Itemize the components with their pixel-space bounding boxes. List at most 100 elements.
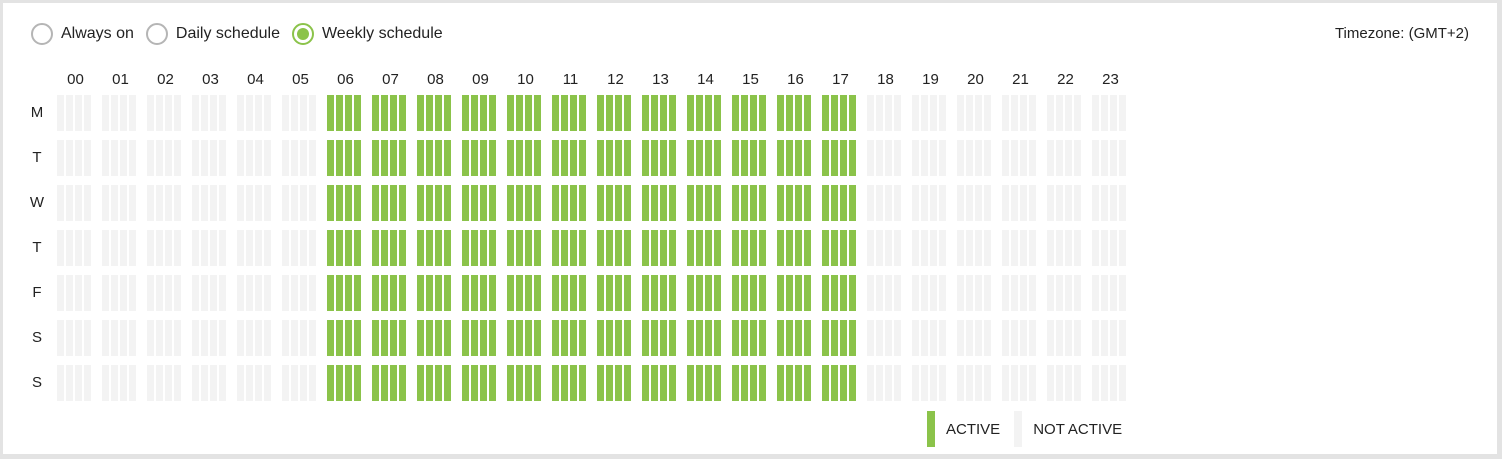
time-slot-inactive[interactable] xyxy=(966,185,973,221)
time-slot-inactive[interactable] xyxy=(1119,365,1126,401)
time-slot-inactive[interactable] xyxy=(894,140,901,176)
time-slot-inactive[interactable] xyxy=(174,140,181,176)
time-slot-active[interactable] xyxy=(354,95,361,131)
time-slot-active[interactable] xyxy=(462,230,469,266)
time-slot-inactive[interactable] xyxy=(291,320,298,356)
time-slot-active[interactable] xyxy=(642,230,649,266)
time-slot-inactive[interactable] xyxy=(1101,230,1108,266)
time-slot-active[interactable] xyxy=(444,275,451,311)
time-slot-active[interactable] xyxy=(651,185,658,221)
time-slot-active[interactable] xyxy=(435,275,442,311)
time-slot-inactive[interactable] xyxy=(1101,365,1108,401)
time-slot-active[interactable] xyxy=(372,185,379,221)
time-slot-active[interactable] xyxy=(354,365,361,401)
time-slot-active[interactable] xyxy=(660,230,667,266)
time-slot-active[interactable] xyxy=(786,95,793,131)
time-slot-active[interactable] xyxy=(660,185,667,221)
time-slot-inactive[interactable] xyxy=(255,275,262,311)
time-slot-active[interactable] xyxy=(804,320,811,356)
time-slot-inactive[interactable] xyxy=(930,140,937,176)
time-slot-inactive[interactable] xyxy=(1110,320,1117,356)
time-slot-active[interactable] xyxy=(327,185,334,221)
time-slot-inactive[interactable] xyxy=(930,320,937,356)
time-slot-inactive[interactable] xyxy=(192,275,199,311)
time-slot-active[interactable] xyxy=(804,185,811,221)
time-slot-active[interactable] xyxy=(795,230,802,266)
time-slot-active[interactable] xyxy=(327,230,334,266)
time-slot-inactive[interactable] xyxy=(939,185,946,221)
time-slot-active[interactable] xyxy=(732,365,739,401)
time-slot-active[interactable] xyxy=(516,185,523,221)
time-slot-active[interactable] xyxy=(345,140,352,176)
time-slot-active[interactable] xyxy=(669,275,676,311)
time-slot-active[interactable] xyxy=(570,320,577,356)
time-slot-inactive[interactable] xyxy=(1011,185,1018,221)
time-slot-active[interactable] xyxy=(426,185,433,221)
time-slot-inactive[interactable] xyxy=(66,185,73,221)
time-slot-inactive[interactable] xyxy=(1119,95,1126,131)
time-slot-active[interactable] xyxy=(534,275,541,311)
time-slot-inactive[interactable] xyxy=(255,95,262,131)
time-slot-inactive[interactable] xyxy=(255,230,262,266)
time-slot-active[interactable] xyxy=(354,185,361,221)
time-slot-active[interactable] xyxy=(822,230,829,266)
time-slot-active[interactable] xyxy=(354,320,361,356)
time-slot-inactive[interactable] xyxy=(282,230,289,266)
time-slot-active[interactable] xyxy=(579,95,586,131)
time-slot-inactive[interactable] xyxy=(264,230,271,266)
time-slot-active[interactable] xyxy=(561,140,568,176)
time-slot-inactive[interactable] xyxy=(264,275,271,311)
time-slot-inactive[interactable] xyxy=(1092,185,1099,221)
time-slot-active[interactable] xyxy=(597,95,604,131)
time-slot-inactive[interactable] xyxy=(291,140,298,176)
time-slot-active[interactable] xyxy=(471,185,478,221)
time-slot-active[interactable] xyxy=(732,140,739,176)
time-slot-inactive[interactable] xyxy=(1029,275,1036,311)
time-slot-inactive[interactable] xyxy=(1029,320,1036,356)
time-slot-inactive[interactable] xyxy=(237,320,244,356)
time-slot-inactive[interactable] xyxy=(291,185,298,221)
time-slot-inactive[interactable] xyxy=(57,365,64,401)
time-slot-inactive[interactable] xyxy=(939,95,946,131)
time-slot-active[interactable] xyxy=(336,140,343,176)
time-slot-inactive[interactable] xyxy=(255,140,262,176)
time-slot-inactive[interactable] xyxy=(237,365,244,401)
time-slot-inactive[interactable] xyxy=(129,230,136,266)
time-slot-active[interactable] xyxy=(399,275,406,311)
time-slot-inactive[interactable] xyxy=(921,140,928,176)
time-slot-inactive[interactable] xyxy=(1065,320,1072,356)
time-slot-inactive[interactable] xyxy=(957,95,964,131)
time-slot-inactive[interactable] xyxy=(201,320,208,356)
time-slot-inactive[interactable] xyxy=(264,320,271,356)
time-slot-inactive[interactable] xyxy=(984,275,991,311)
time-slot-active[interactable] xyxy=(462,275,469,311)
time-slot-active[interactable] xyxy=(714,320,721,356)
time-slot-active[interactable] xyxy=(552,140,559,176)
time-slot-active[interactable] xyxy=(534,320,541,356)
time-slot-active[interactable] xyxy=(534,185,541,221)
time-slot-active[interactable] xyxy=(606,230,613,266)
time-slot-inactive[interactable] xyxy=(939,230,946,266)
time-slot-inactive[interactable] xyxy=(174,95,181,131)
time-slot-active[interactable] xyxy=(750,275,757,311)
time-slot-inactive[interactable] xyxy=(84,95,91,131)
time-slot-active[interactable] xyxy=(696,185,703,221)
time-slot-active[interactable] xyxy=(354,275,361,311)
time-slot-inactive[interactable] xyxy=(939,140,946,176)
time-slot-inactive[interactable] xyxy=(1011,95,1018,131)
time-slot-active[interactable] xyxy=(381,365,388,401)
time-slot-inactive[interactable] xyxy=(264,185,271,221)
time-slot-inactive[interactable] xyxy=(930,275,937,311)
time-slot-active[interactable] xyxy=(732,95,739,131)
time-slot-inactive[interactable] xyxy=(174,185,181,221)
time-slot-active[interactable] xyxy=(489,95,496,131)
time-slot-inactive[interactable] xyxy=(1074,95,1081,131)
time-slot-inactive[interactable] xyxy=(309,140,316,176)
time-slot-inactive[interactable] xyxy=(102,365,109,401)
time-slot-active[interactable] xyxy=(849,230,856,266)
time-slot-active[interactable] xyxy=(696,230,703,266)
time-slot-active[interactable] xyxy=(462,365,469,401)
time-slot-active[interactable] xyxy=(795,140,802,176)
time-slot-inactive[interactable] xyxy=(66,230,73,266)
time-slot-active[interactable] xyxy=(399,95,406,131)
